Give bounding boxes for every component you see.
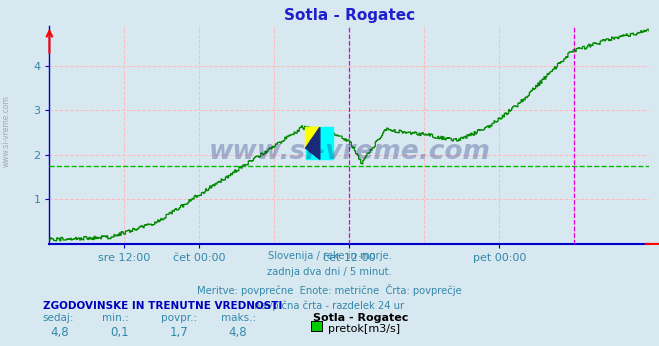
Text: 1,7: 1,7 xyxy=(169,326,188,339)
Text: sedaj:: sedaj: xyxy=(43,313,74,323)
Text: navpična črta - razdelek 24 ur: navpična črta - razdelek 24 ur xyxy=(254,301,405,311)
Text: min.:: min.: xyxy=(102,313,129,323)
Text: 4,8: 4,8 xyxy=(51,326,69,339)
Bar xyxy=(306,127,333,160)
Text: maks.:: maks.: xyxy=(221,313,256,323)
Text: 0,1: 0,1 xyxy=(110,326,129,339)
Title: Sotla - Rogatec: Sotla - Rogatec xyxy=(284,8,415,24)
Text: 4,8: 4,8 xyxy=(229,326,247,339)
Polygon shape xyxy=(306,127,320,148)
Text: www.si-vreme.com: www.si-vreme.com xyxy=(2,95,11,167)
Text: Slovenija / reke in morje.: Slovenija / reke in morje. xyxy=(268,251,391,261)
Text: Sotla - Rogatec: Sotla - Rogatec xyxy=(313,313,409,323)
Text: pretok[m3/s]: pretok[m3/s] xyxy=(328,324,399,334)
Text: www.si-vreme.com: www.si-vreme.com xyxy=(208,139,490,165)
Text: zadnja dva dni / 5 minut.: zadnja dva dni / 5 minut. xyxy=(267,267,392,277)
Text: ZGODOVINSKE IN TRENUTNE VREDNOSTI: ZGODOVINSKE IN TRENUTNE VREDNOSTI xyxy=(43,301,282,311)
Text: Meritve: povprečne  Enote: metrične  Črta: povprečje: Meritve: povprečne Enote: metrične Črta:… xyxy=(197,284,462,296)
Text: povpr.:: povpr.: xyxy=(161,313,198,323)
Polygon shape xyxy=(306,127,320,160)
